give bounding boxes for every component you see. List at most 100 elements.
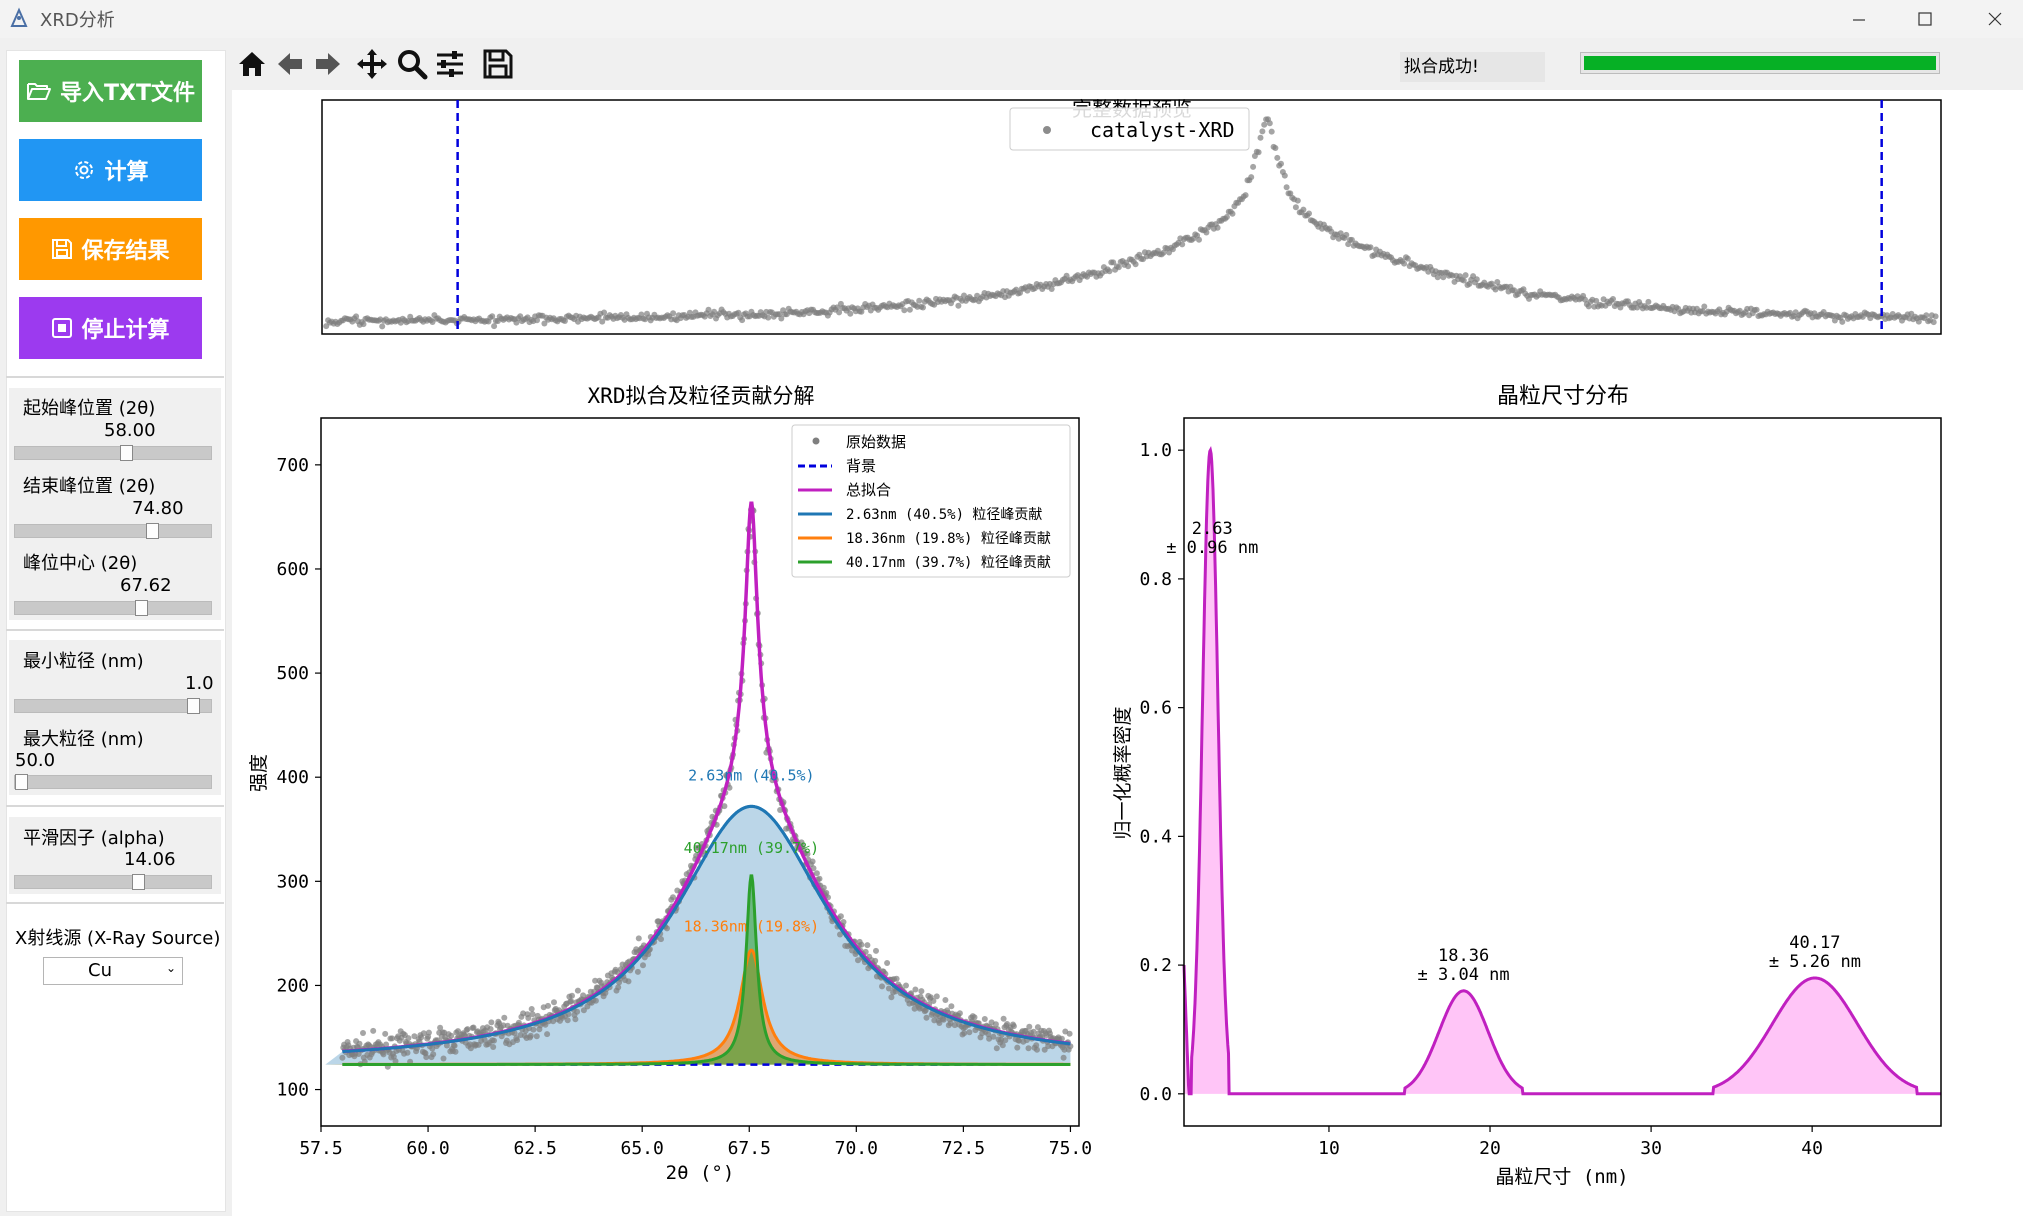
fit-axes [320, 417, 1080, 1127]
maximize-button[interactable] [1895, 0, 1955, 38]
peak-center-label: 峰位中心 (2θ) [23, 553, 138, 574]
import-txt-button[interactable]: 导入TXT文件 [19, 60, 202, 122]
max-size-slider[interactable] [14, 774, 212, 790]
data-point [993, 1045, 1000, 1052]
data-point [634, 968, 641, 975]
data-point [1434, 274, 1441, 281]
calculate-button[interactable]: 计算 [19, 139, 202, 201]
data-point [440, 1055, 447, 1062]
data-point [1033, 1042, 1040, 1049]
data-point [1401, 260, 1408, 267]
x-tick-label: 10 [1318, 1138, 1340, 1159]
back-button[interactable] [272, 46, 308, 82]
data-point [1242, 192, 1249, 199]
minimize-button[interactable] [1829, 0, 1889, 38]
data-point [990, 1033, 997, 1040]
min-size-slider[interactable] [14, 698, 212, 714]
end-peak-value: 74.80 [132, 498, 184, 519]
configure-subplots-button[interactable] [432, 46, 468, 82]
max-size-label: 最大粒径 (nm) [23, 729, 144, 750]
data-point [1106, 268, 1113, 275]
data-point [470, 1024, 477, 1031]
preview-data-points [323, 116, 1939, 330]
peak-center-value: 67.62 [120, 575, 172, 596]
size-distribution-chart: 晶粒尺寸分布 2.63± 0.96 nm 18.36± 3.04 nm 40.17±… [1112, 384, 1942, 1188]
legend-label: 2.63nm (40.5%) 粒径峰贡献 [846, 507, 1042, 523]
data-point [481, 1036, 488, 1043]
data-point [1160, 249, 1167, 256]
pan-icon [357, 49, 387, 79]
start-peak-slider[interactable] [14, 445, 212, 461]
data-point [580, 992, 587, 999]
data-point [923, 1014, 930, 1021]
distribution-line [1182, 445, 1941, 1096]
data-point [992, 1021, 999, 1028]
y-tick-label: 0.4 [1139, 826, 1172, 847]
plot-canvas[interactable]: 完整数据预览 catalyst-XRD XRD拟合及粒径贡献分解 2.63nm … [232, 90, 2023, 1216]
data-point [615, 984, 622, 991]
divider [6, 902, 224, 904]
data-point [810, 865, 817, 872]
stop-calculation-button[interactable]: 停止计算 [19, 297, 202, 359]
save-figure-button[interactable] [480, 46, 516, 82]
peak-center-slider[interactable] [14, 600, 212, 616]
folder-open-icon [27, 83, 51, 100]
slider-handle[interactable] [120, 445, 134, 461]
data-point [430, 1051, 437, 1058]
data-point [1002, 1037, 1009, 1044]
data-point [356, 1040, 363, 1047]
slider-handle[interactable] [131, 874, 145, 890]
data-point [847, 310, 854, 317]
data-point [541, 320, 548, 327]
data-point [1593, 297, 1600, 304]
data-point [918, 988, 925, 995]
fit-y-ticks: 100 200 300 400 500 600 700 [276, 455, 321, 1101]
floppy-icon [52, 239, 73, 259]
forward-button[interactable] [310, 46, 346, 82]
data-point [885, 985, 892, 992]
data-point [884, 960, 891, 966]
data-point [451, 1042, 458, 1049]
distribution-curve [1182, 445, 1941, 1096]
data-point [1404, 255, 1411, 262]
data-point [1014, 1044, 1021, 1051]
fit-chart-title: XRD拟合及粒径贡献分解 [588, 384, 815, 408]
save-icon [483, 49, 513, 79]
end-peak-slider[interactable] [14, 523, 212, 539]
data-point [855, 957, 861, 964]
data-point [1306, 210, 1312, 217]
slider-handle[interactable] [15, 774, 28, 790]
data-point [1125, 263, 1132, 270]
data-point [489, 313, 496, 320]
data-point [382, 1030, 389, 1037]
status-message: 拟合成功! [1400, 52, 1545, 82]
slider-handle[interactable] [146, 523, 160, 539]
zoom-button[interactable] [394, 46, 430, 82]
data-point [592, 977, 599, 984]
fit-chart: XRD拟合及粒径贡献分解 2.63nm (40.5%) 40.17nm (39.7… [248, 384, 1092, 1184]
fit-x-label: 2θ (°) [666, 1162, 735, 1184]
data-point [1259, 128, 1266, 135]
smoothing-slider[interactable] [14, 874, 212, 890]
fit-x-ticks: 57.5 60.0 62.5 65.0 67.5 70.0 72.5 75.0 [299, 1126, 1092, 1159]
peak-annotation: 2.63nm (40.5%) [688, 766, 814, 784]
slider-handle[interactable] [187, 698, 201, 714]
x-tick-label: 40 [1801, 1138, 1823, 1159]
peak-uncertainty-label: ± 0.96 nm [1166, 538, 1258, 558]
home-button[interactable] [234, 46, 270, 82]
pan-button[interactable] [354, 46, 390, 82]
size-range-group: 最小粒径 (nm) 1.0 最大粒径 (nm) 50.0 [9, 640, 221, 795]
xray-source-select[interactable]: Cu ⌄ [43, 957, 183, 985]
data-point [1274, 154, 1281, 161]
data-point [530, 1026, 537, 1033]
data-point [1058, 1035, 1065, 1042]
data-point [448, 1032, 455, 1039]
save-results-button[interactable]: 保存结果 [19, 218, 202, 280]
data-point [726, 784, 733, 791]
close-button[interactable] [1965, 0, 2023, 38]
slider-handle[interactable] [135, 600, 149, 616]
min-size-label: 最小粒径 (nm) [23, 651, 144, 672]
data-point [592, 997, 599, 1004]
data-point [916, 297, 923, 304]
